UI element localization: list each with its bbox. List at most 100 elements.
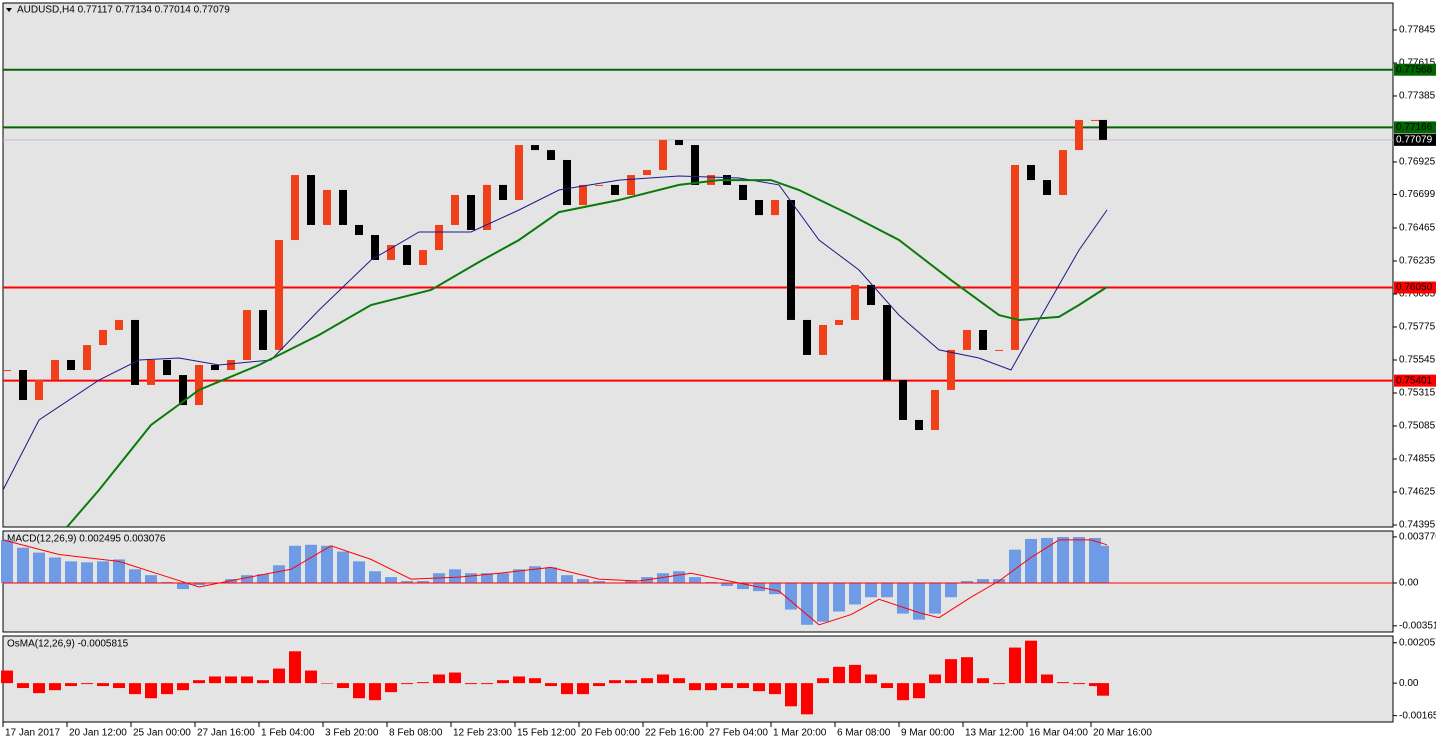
x-tick-label: 13 Mar 12:00	[965, 728, 1024, 739]
menu-arrow[interactable]	[6, 8, 12, 12]
price-panel	[2, 2, 1394, 528]
y-tick-label: 0.77385	[1399, 91, 1436, 102]
level-label: 0.75401	[1396, 375, 1433, 386]
candle	[259, 310, 267, 350]
macd-bar	[97, 561, 109, 583]
candle	[419, 250, 427, 265]
candle	[611, 184, 619, 195]
candle	[211, 365, 219, 371]
osma-bar	[17, 683, 29, 689]
y-tick-label: 0.76235	[1399, 256, 1436, 267]
y-tick-label: -0.001656	[1399, 710, 1436, 721]
macd-bar	[417, 581, 429, 583]
x-tick-label: 6 Mar 08:00	[837, 728, 891, 739]
candle	[67, 359, 75, 371]
osma-bar	[113, 683, 125, 689]
y-tick-label: -0.003515	[1399, 620, 1436, 631]
candle	[99, 329, 107, 346]
osma-bar	[1073, 683, 1085, 685]
macd-bar	[49, 557, 61, 583]
macd-bar	[865, 582, 877, 598]
macd-bar	[721, 582, 733, 587]
macd-bar	[81, 562, 93, 583]
macd-bar	[1, 539, 13, 583]
osma-bar	[481, 683, 493, 685]
macd-bar	[465, 573, 477, 583]
osma-bar	[705, 683, 717, 691]
osma-title: OsMA(12,26,9) -0.0005815	[7, 639, 129, 650]
candle	[1091, 119, 1099, 121]
candle	[979, 329, 987, 350]
osma-bar	[33, 683, 45, 694]
macd-bar	[657, 573, 669, 583]
macd-bar	[817, 582, 829, 622]
candle	[51, 359, 59, 381]
y-tick-label: 0.75085	[1399, 421, 1436, 432]
macd-bar	[449, 569, 461, 583]
osma-bar	[641, 678, 653, 684]
macd-bar	[337, 551, 349, 583]
macd-bar	[65, 561, 77, 583]
osma-bar	[769, 683, 781, 695]
osma-bar	[881, 683, 893, 689]
candle	[643, 170, 651, 176]
macd-bar	[369, 571, 381, 583]
candle	[339, 189, 347, 225]
candle	[291, 175, 299, 241]
candle	[739, 184, 747, 201]
macd-bar	[833, 582, 845, 612]
osma-bar	[193, 680, 205, 684]
osma-bar	[1009, 647, 1021, 684]
macd-bar	[241, 575, 253, 583]
macd-bar	[113, 559, 125, 583]
y-tick-label: 0.00	[1399, 678, 1419, 689]
osma-bar	[145, 683, 157, 699]
current-price-box	[1394, 133, 1436, 146]
x-tick-label: 27 Feb 04:00	[709, 728, 768, 739]
macd-bar	[785, 582, 797, 610]
candle	[371, 235, 379, 260]
candle	[307, 175, 315, 225]
osma-bar	[577, 683, 589, 695]
level-label: 0.76050	[1396, 282, 1433, 293]
macd-bar	[257, 574, 269, 583]
candle	[835, 319, 843, 325]
macd-bar	[193, 582, 205, 586]
y-tick-label: 0.003776	[1399, 532, 1436, 543]
osma-bar	[337, 683, 349, 689]
candle	[483, 184, 491, 230]
candle	[787, 200, 795, 320]
macd-bar	[353, 561, 365, 583]
osma-bar	[97, 683, 109, 687]
osma-bar	[977, 678, 989, 684]
osma-bar	[833, 666, 845, 684]
osma-bar	[433, 674, 445, 684]
candle	[19, 370, 27, 401]
osma-bar	[273, 668, 285, 684]
osma-bar	[385, 683, 397, 693]
y-tick-label: 0.77615	[1399, 58, 1436, 69]
x-tick-label: 3 Feb 20:00	[325, 728, 379, 739]
macd-bar	[273, 565, 285, 583]
candle	[867, 284, 875, 306]
candle	[947, 349, 955, 390]
macd-bar	[529, 566, 541, 583]
macd-bar	[545, 567, 557, 583]
candle	[35, 380, 43, 401]
macd-bar	[849, 582, 861, 605]
osma-bar	[289, 651, 301, 684]
moving-average	[66, 179, 1108, 528]
candle	[1011, 164, 1019, 350]
osma-bar	[593, 683, 605, 687]
osma-bar	[737, 683, 749, 689]
candle	[547, 150, 555, 160]
osma-bar	[961, 657, 973, 684]
macd-bar	[961, 581, 973, 583]
candle	[83, 345, 91, 371]
x-tick-label: 15 Feb 12:00	[517, 728, 576, 739]
candle	[451, 194, 459, 225]
candle	[899, 380, 907, 420]
candle	[115, 319, 123, 330]
osma-bar	[897, 683, 909, 701]
level-label-box	[1394, 374, 1436, 387]
